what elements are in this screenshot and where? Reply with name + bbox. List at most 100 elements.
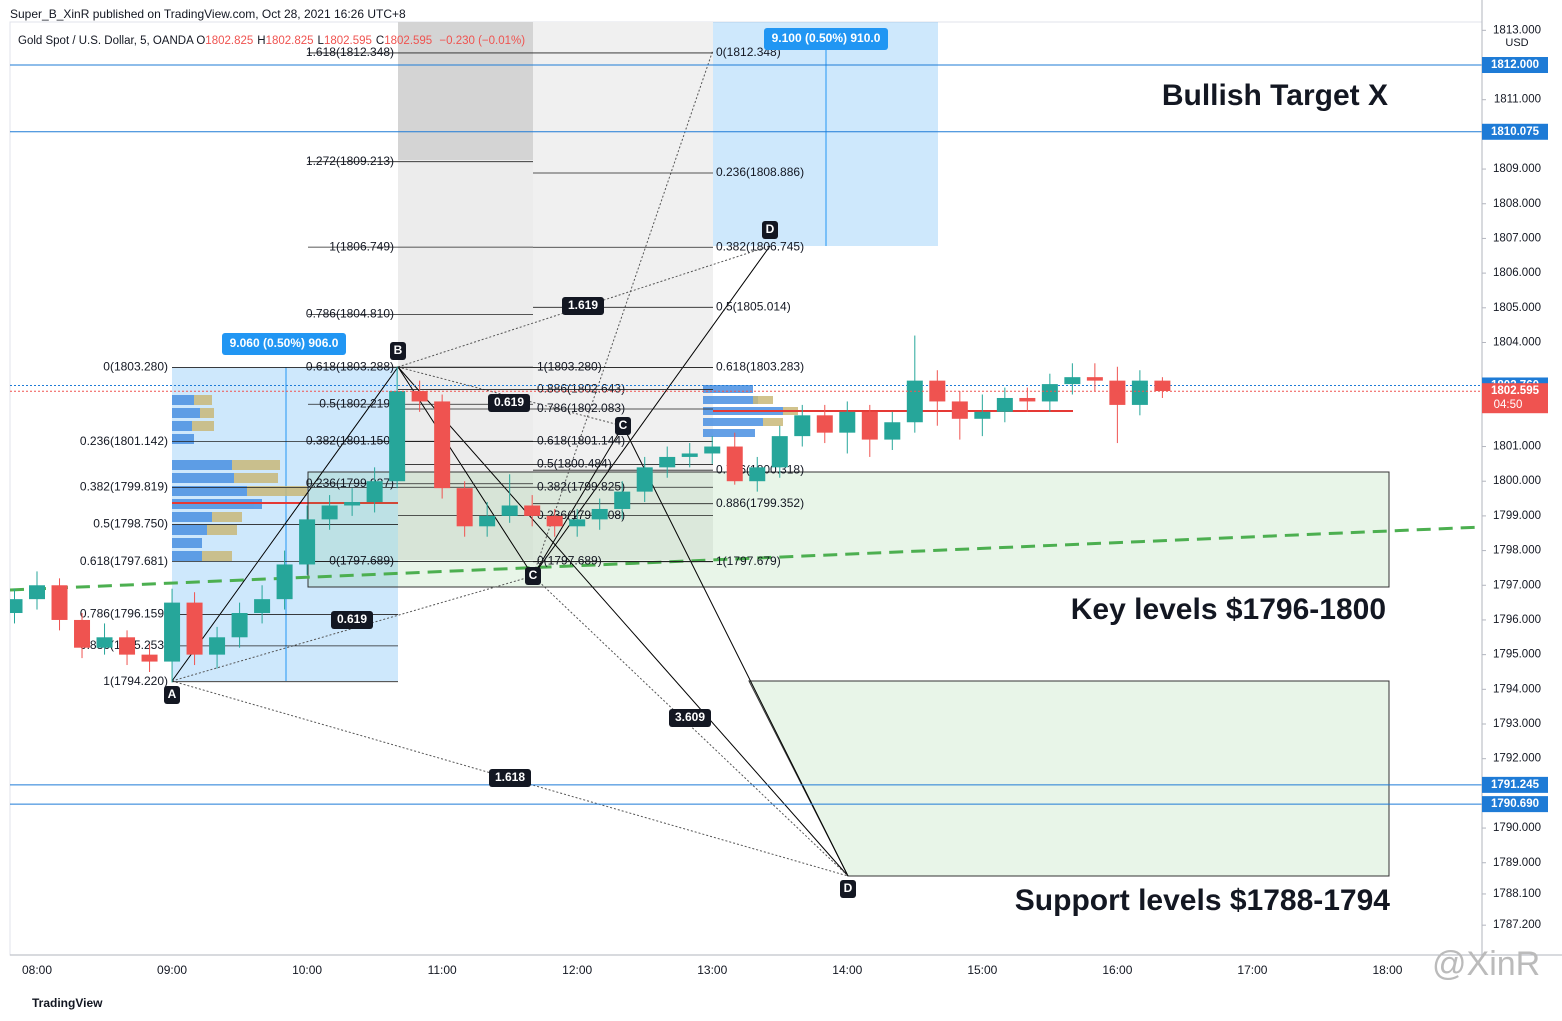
candle-body [1064, 377, 1081, 385]
candle-body [771, 436, 788, 468]
candle-body [996, 397, 1013, 412]
fib-label: 0.5(1805.014) [716, 299, 791, 313]
point-badge [525, 567, 541, 585]
ratio-badge [331, 611, 373, 629]
candle-body [1154, 380, 1171, 392]
point-label: D [844, 881, 853, 895]
ratio-badge [489, 769, 531, 787]
price-level-label: 1791.245 [1491, 779, 1540, 791]
x-tick-label: 16:00 [1102, 963, 1132, 977]
ratio-label: 1.619 [568, 298, 598, 312]
last-price-badge [1482, 383, 1548, 414]
fib-label: 0.5(1800.484) [537, 457, 612, 471]
plot-layer: 0(1803.280) 0.236(1801.142) 0.382(1799.819… [10, 45, 1482, 805]
fib-label: 1(1794.220) [103, 674, 168, 688]
ratio-label: 3.609 [675, 710, 705, 724]
candle-body [884, 422, 901, 440]
candle-body [704, 446, 721, 454]
fib-label: 0(1797.689) [537, 554, 602, 568]
fib-label: 0.382(1806.745) [716, 239, 804, 253]
candle-body [51, 585, 68, 620]
ohlc-key: O [196, 35, 206, 47]
harmonic-leg [171, 245, 771, 682]
fib-label: 1(1797.679) [716, 554, 781, 568]
candle-body [681, 453, 698, 457]
ohlc-value: 1802.595 [323, 35, 372, 47]
candle-body [164, 602, 181, 662]
measure-label: 9.060 (0.50%) 906.0 [230, 336, 339, 350]
x-tick-label: 15:00 [967, 963, 997, 977]
point-label: C [529, 568, 538, 582]
ratio-label: 0.619 [494, 395, 524, 409]
candle-body [141, 654, 158, 662]
fib-label: 0.236(1801.142) [80, 434, 168, 448]
price-level-label: 1810.075 [1491, 126, 1540, 138]
annotation: Support levels $1788-1794 [1015, 884, 1391, 917]
y-tick-label: 1813.000 [1493, 24, 1541, 36]
annotation: Key levels $1796-1800 [1071, 593, 1386, 626]
x-tick-label: 12:00 [562, 963, 592, 977]
currency-box [1500, 34, 1532, 50]
candle-body [1041, 384, 1058, 402]
fib-label: 0(1803.280) [103, 360, 168, 374]
point-badge [164, 686, 180, 704]
symbol: Gold Spot / U.S. Dollar, 5, OANDA [18, 35, 194, 47]
candle-body [1109, 380, 1126, 405]
fib-label: 0(1797.689) [329, 554, 394, 568]
y-tick-label: 1790.000 [1493, 822, 1541, 834]
candle-body [726, 446, 743, 482]
candle-body [186, 602, 203, 655]
footer: TradingView [32, 996, 103, 1010]
x-tick-label: 14:00 [832, 963, 862, 977]
change: −0.230 (−0.01%) [439, 35, 526, 47]
fib-label: 0.886(1802.643) [537, 382, 625, 396]
candle-body [209, 637, 226, 655]
fib-label: 0.5(1798.750) [93, 517, 168, 531]
fib-label: 0.382(1801.150) [306, 434, 394, 448]
point-label: B [394, 343, 403, 357]
legend: Gold Spot / U.S. Dollar, 5, OANDA O1802.… [18, 35, 525, 47]
ratio-badge [488, 394, 530, 412]
fib-label: 0.618(1803.288) [306, 359, 394, 373]
fib-label: 0.382(1799.819) [80, 480, 168, 494]
y-tick-label: 1795.000 [1493, 649, 1541, 661]
y-tick-label: 1801.000 [1493, 441, 1541, 453]
ratio-badge [562, 297, 604, 315]
point-badge [615, 417, 631, 435]
header-title: Super_B_XinR published on TradingView.co… [10, 7, 406, 21]
y-tick-label: 1787.200 [1493, 919, 1541, 931]
candle-body [74, 619, 91, 648]
candle-body [10, 599, 23, 614]
price-level-label: 1790.690 [1491, 798, 1539, 810]
y-tick-label: 1807.000 [1493, 232, 1541, 244]
candle-body [366, 481, 383, 503]
candle-body [569, 519, 586, 527]
currency: USD [1505, 37, 1528, 49]
x-tick-label: 10:00 [292, 963, 322, 977]
ohlc-key: C [375, 35, 385, 47]
annotation: Bullish Target X [1162, 79, 1388, 112]
ratio-label: 1.618 [495, 770, 525, 784]
harmonic-leg [397, 366, 849, 877]
price-level-badge [1482, 796, 1548, 813]
watermark: @XinR [1432, 945, 1541, 983]
candle-body [456, 488, 473, 527]
price-level-badge [1482, 57, 1548, 74]
x-tick-label: 08:00 [22, 963, 52, 977]
fib-label: 1.618(1812.348) [306, 45, 394, 59]
fib-label: 0.618(1801.144) [537, 434, 625, 448]
candle-body [929, 380, 946, 402]
candle-body [749, 467, 766, 482]
y-tick-label: 1805.000 [1493, 302, 1541, 314]
ohlc-value: 1802.825 [205, 35, 254, 47]
candle-body [546, 515, 563, 527]
y-tick-label: 1799.000 [1493, 510, 1541, 522]
y-tick-label: 1809.000 [1493, 163, 1541, 175]
key-zone [307, 471, 1390, 588]
fib-label: 0.786(1802.083) [537, 401, 625, 415]
candle-body [951, 401, 968, 419]
candle-body [816, 415, 833, 433]
y-tick-label: 1793.000 [1493, 718, 1541, 730]
fib-label: 1(1803.280) [537, 360, 602, 374]
